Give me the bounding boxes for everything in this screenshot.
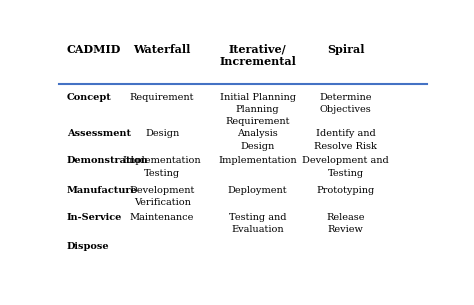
Text: Determine: Determine	[319, 93, 372, 102]
Text: Resolve Risk: Resolve Risk	[314, 142, 377, 151]
Text: Implementation: Implementation	[123, 156, 201, 165]
Text: Testing: Testing	[144, 169, 180, 178]
Text: Review: Review	[328, 225, 364, 234]
Text: Evaluation: Evaluation	[231, 225, 284, 234]
Text: Testing: Testing	[328, 169, 364, 178]
Text: Assessment: Assessment	[66, 129, 131, 138]
Text: Spiral: Spiral	[327, 44, 365, 55]
Text: Concept: Concept	[66, 93, 111, 102]
Text: Implementation: Implementation	[219, 156, 297, 165]
Text: Testing and: Testing and	[229, 213, 286, 222]
Text: Deployment: Deployment	[228, 186, 287, 195]
Text: Requirement: Requirement	[130, 93, 194, 102]
Text: Maintenance: Maintenance	[130, 213, 194, 222]
Text: Manufacture: Manufacture	[66, 186, 137, 195]
Text: In-Service: In-Service	[66, 213, 122, 222]
Text: Initial Planning: Initial Planning	[219, 93, 296, 102]
Text: Demonstration: Demonstration	[66, 156, 148, 165]
Text: Design: Design	[145, 129, 179, 138]
Text: Iterative/
Incremental: Iterative/ Incremental	[219, 44, 296, 67]
Text: Planning: Planning	[236, 105, 280, 114]
Text: CADMID: CADMID	[66, 44, 121, 55]
Text: Prototyping: Prototyping	[317, 186, 375, 195]
Text: Identify and: Identify and	[316, 129, 376, 138]
Text: Waterfall: Waterfall	[133, 44, 191, 55]
Text: Design: Design	[240, 142, 275, 151]
Text: Objectives: Objectives	[320, 105, 372, 114]
Text: Verification: Verification	[134, 198, 191, 207]
Text: Release: Release	[327, 213, 365, 222]
Text: Development and: Development and	[302, 156, 389, 165]
Text: Dispose: Dispose	[66, 242, 109, 251]
Text: Development: Development	[129, 186, 195, 195]
Text: Analysis: Analysis	[237, 129, 278, 138]
Text: Requirement: Requirement	[225, 117, 290, 126]
